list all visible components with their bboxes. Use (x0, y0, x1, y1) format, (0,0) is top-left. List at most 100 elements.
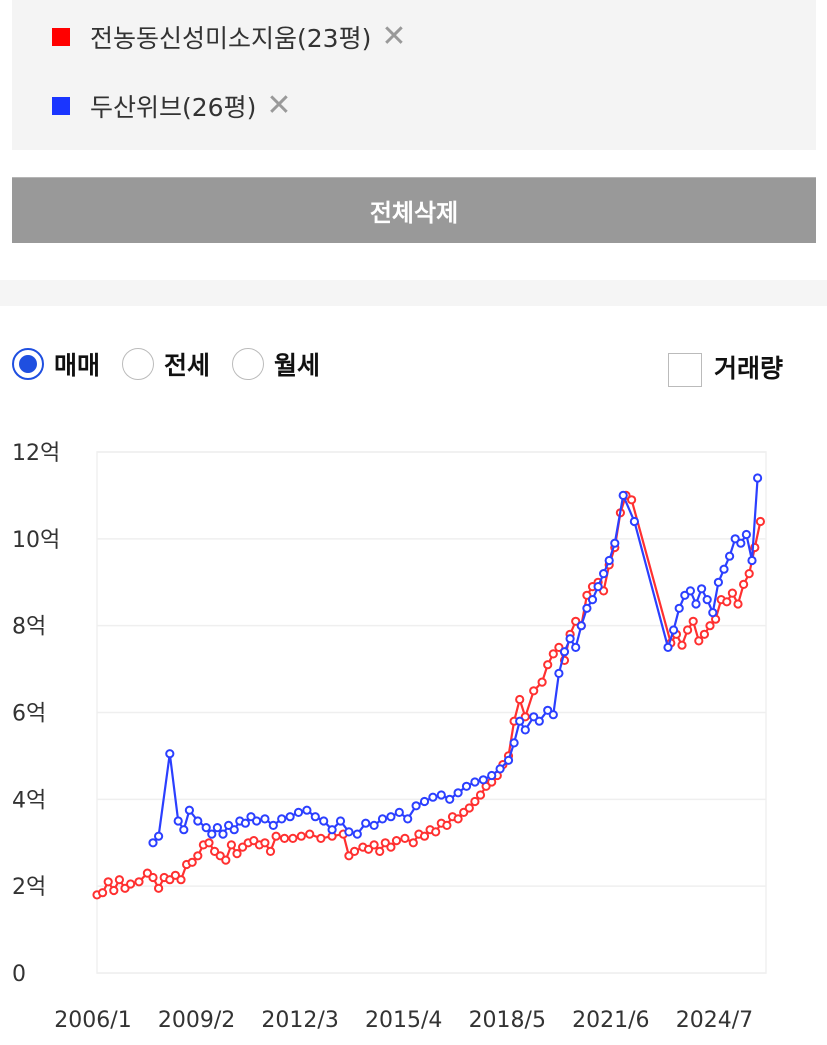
remove-item-1-icon[interactable]: ✕ (381, 19, 407, 54)
delete-all-button[interactable]: 전체삭제 (12, 177, 816, 243)
series-2-point (252, 816, 262, 826)
x-tick-label: 2024/7 (676, 1008, 753, 1033)
series-1-point (699, 629, 710, 639)
series-2-point (593, 582, 603, 592)
series-1-point (109, 885, 119, 896)
series-1-point (210, 846, 220, 856)
radio-jeonse-indicator[interactable] (122, 348, 155, 380)
series-2-point (669, 625, 679, 635)
series-2-point (369, 820, 379, 830)
series-1-point (148, 872, 158, 883)
series-2-point (411, 801, 421, 811)
series-2-point (663, 642, 673, 652)
series-1-point (296, 831, 306, 841)
series-2-point (240, 818, 250, 828)
series-1-point (470, 796, 480, 807)
series-1-point (260, 838, 270, 848)
series-1-point (349, 846, 360, 856)
legend-item-2: 두산위브(26평) ✕ (52, 86, 291, 126)
series-2-point (741, 529, 752, 540)
series-2-point (148, 838, 158, 848)
remove-item-2-icon[interactable]: ✕ (266, 88, 292, 123)
series-2-point (461, 781, 472, 791)
series-1-point (386, 842, 396, 852)
radio-monthly-rent-label[interactable]: 월세 (274, 351, 321, 380)
series-1-point (369, 840, 379, 850)
series-2-point (587, 595, 598, 605)
series-1-point (548, 649, 558, 659)
series-2-point (599, 569, 609, 579)
legend-label-1: 전농동신성미소지움(23평) (90, 24, 372, 53)
series-1-point (475, 790, 486, 800)
radio-monthly-rent-indicator[interactable] (232, 348, 265, 380)
series-2-point (478, 775, 488, 785)
series-1-point (221, 855, 231, 865)
series-2-point (691, 599, 701, 609)
series-2-point (173, 816, 183, 826)
radio-sale-label[interactable]: 매매 (54, 351, 101, 380)
series-2-point (302, 805, 312, 815)
series-2-point (520, 725, 530, 735)
series-1-point (176, 875, 186, 885)
series-2-point (571, 642, 581, 652)
volume-checkbox-label[interactable]: 거래량 (714, 354, 784, 383)
series-2-point (725, 551, 735, 561)
series-2-point (509, 738, 519, 748)
series-1-point (204, 838, 214, 848)
series-1-point (126, 879, 136, 889)
series-1-point (453, 814, 463, 824)
series-1-point (271, 831, 281, 841)
series-1-point (464, 803, 474, 813)
radio-sale[interactable]: 매매 (12, 346, 100, 382)
radio-sale-indicator[interactable] (12, 348, 44, 380)
series-2-point (604, 555, 614, 566)
x-tick-label: 2012/3 (261, 1008, 338, 1033)
series-1-point (165, 875, 175, 885)
series-2-point (629, 516, 640, 527)
series-1-point (279, 833, 290, 843)
series-2-point (268, 820, 278, 830)
x-tick-label: 2006/1 (54, 1008, 131, 1033)
series-2-point (470, 777, 480, 787)
series-2-point (708, 608, 718, 618)
series-1-point (537, 677, 547, 687)
series-2-point (403, 814, 413, 824)
legend-color-swatch-2 (52, 97, 70, 115)
series-1-point (391, 836, 402, 846)
series-2-point (193, 816, 203, 826)
series-1-point (288, 833, 298, 843)
series-2-point (293, 807, 304, 817)
volume-checkbox[interactable]: 거래량 (668, 347, 783, 387)
series-2-point (554, 668, 564, 678)
series-2-point (674, 603, 684, 613)
series-1-point (543, 660, 553, 670)
series-2-point (697, 584, 707, 594)
radio-monthly-rent[interactable]: 월세 (232, 346, 320, 382)
series-1-point (727, 588, 738, 598)
volume-checkbox-box[interactable] (668, 353, 702, 387)
radio-jeonse[interactable]: 전세 (122, 346, 210, 382)
series-1-point (722, 597, 732, 607)
series-2-point (730, 534, 740, 544)
series-1-point (232, 849, 242, 859)
series-1-point (694, 636, 704, 646)
series-2-point (618, 490, 628, 501)
series-2-point (576, 621, 586, 631)
series-2-point (753, 473, 763, 483)
series-1-point (442, 820, 452, 830)
series-1-point (193, 851, 203, 861)
series-1-point (98, 888, 108, 898)
series-2-point (386, 812, 396, 822)
series-2-point (428, 792, 438, 802)
series-2-point (582, 603, 592, 613)
series-2-point (277, 814, 287, 824)
series-2-point (165, 749, 175, 759)
series-2-point (285, 812, 295, 822)
radio-jeonse-label[interactable]: 전세 (164, 351, 211, 380)
series-1-point (744, 569, 754, 579)
series-1-point (627, 495, 637, 505)
series-2-point (218, 829, 228, 839)
series-1-point (419, 831, 430, 841)
series-2-point (154, 831, 164, 841)
series-1-point (316, 833, 326, 843)
